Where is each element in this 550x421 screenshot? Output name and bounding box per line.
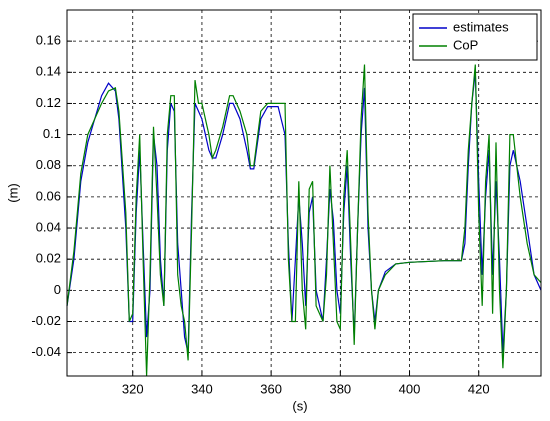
legend-label: estimates (453, 19, 509, 34)
y-tick-label: 0.02 (36, 251, 61, 266)
y-axis-label: (m) (5, 183, 20, 203)
y-tick-label: 0.16 (36, 33, 61, 48)
y-tick-label: 0.06 (36, 188, 61, 203)
series-line (66, 64, 542, 377)
x-tick-label: 340 (191, 381, 213, 396)
x-tick-label: 360 (260, 381, 282, 396)
y-tick-label: 0.14 (36, 64, 61, 79)
y-tick-label: 0.12 (36, 95, 61, 110)
y-tick-label: 0.08 (36, 157, 61, 172)
x-tick-label: 320 (122, 381, 144, 396)
y-tick-label: 0.04 (36, 219, 61, 234)
y-tick-label: 0 (54, 282, 61, 297)
x-tick-label: 380 (329, 381, 351, 396)
y-tick-label: -0.02 (31, 313, 61, 328)
legend-box (412, 13, 538, 61)
x-tick-label: 420 (468, 381, 490, 396)
x-axis-label: (s) (292, 398, 307, 413)
y-tick-label: 0.1 (43, 126, 61, 141)
y-tick-label: -0.04 (31, 344, 61, 359)
plot-border (66, 9, 542, 377)
x-tick-label: 400 (399, 381, 421, 396)
legend-label: CoP (453, 37, 478, 52)
